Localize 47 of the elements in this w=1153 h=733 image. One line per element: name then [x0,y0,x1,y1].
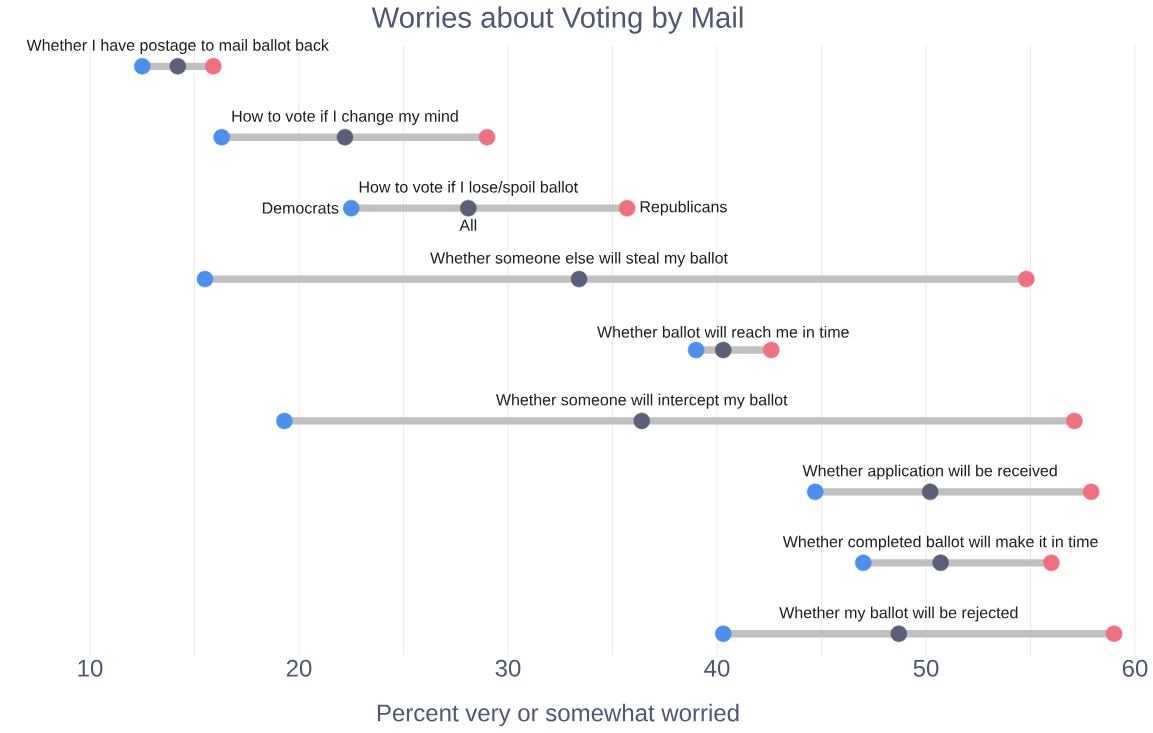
y-tick-label: How to vote if I lose/spoil ballot [359,180,578,196]
x-tick-label: 20 [286,659,312,677]
point [213,128,230,146]
x-axis-title: Percent very or somewhat worried [377,703,739,727]
chart-title: Worries about Voting by Mail [371,6,743,34]
series-label: All [459,219,477,231]
point [715,341,732,359]
point [460,199,477,217]
x-tick-label: 30 [495,659,521,677]
y-tick-label: How to vote if I change my mind [232,110,458,125]
point [169,58,187,75]
series-label: Republicans [640,200,727,216]
point [806,483,824,501]
y-tick-label: Whether someone else will steal my ballot [430,251,728,267]
point [570,270,588,288]
point [921,483,939,501]
point [855,554,872,572]
x-tick-label: 40 [704,659,730,677]
y-tick-label: Whether completed ballot will make it in time [782,535,1098,551]
y-tick-label: Whether my ballot will be rejected [779,606,1018,622]
y-tick-label: Whether application will be received [802,464,1057,480]
point [715,625,732,642]
point [1018,270,1035,288]
point [618,199,636,217]
y-tick-label: Whether someone will intercept my ballot [495,393,788,409]
point [196,270,214,288]
point [890,625,908,642]
y-tick-label: Whether I have postage to mail ballot back [26,39,329,55]
point [1105,625,1123,642]
point [1082,483,1100,501]
point [276,412,293,430]
x-tick-label: 50 [913,659,939,677]
point [342,199,360,217]
point [1066,412,1083,430]
point [205,58,222,75]
point [687,341,705,359]
x-tick-label: 60 [1122,659,1148,677]
point [932,554,949,572]
series-label: Democrats [262,202,339,214]
x-tick-label: 10 [78,659,103,677]
point [336,128,354,146]
point [1043,554,1060,572]
point [633,412,651,430]
y-tick-label: Whether ballot will reach me in time [597,326,849,338]
point [133,58,151,75]
point [478,128,496,146]
point [763,341,780,359]
